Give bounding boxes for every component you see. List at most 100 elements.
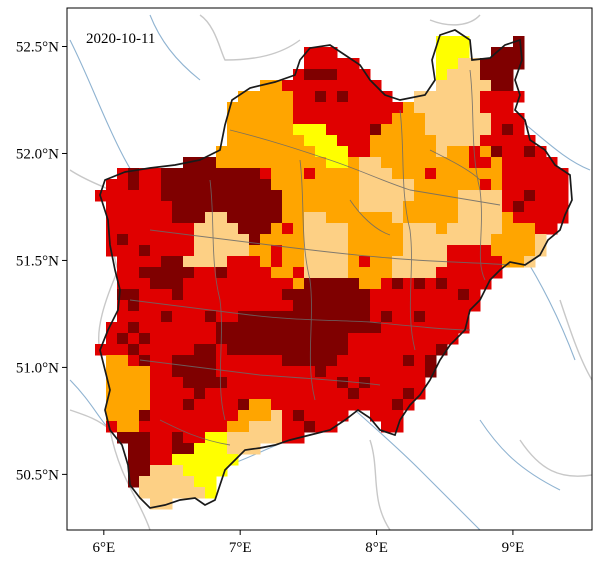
raster-cell [337, 91, 349, 103]
raster-cell [150, 454, 162, 466]
raster-cell [139, 234, 151, 246]
raster-cell [227, 102, 239, 114]
raster-cell [513, 256, 525, 268]
raster-cell [348, 234, 360, 246]
raster-cell [414, 146, 426, 158]
raster-cell [326, 80, 338, 92]
raster-cell [304, 311, 316, 323]
raster-cell [282, 300, 294, 312]
raster-cell [271, 135, 283, 147]
raster-cell [216, 234, 228, 246]
raster-cell [293, 410, 305, 422]
raster-cell [139, 388, 151, 400]
raster-cell [425, 168, 437, 180]
raster-cell [128, 410, 140, 422]
raster-cell [447, 289, 459, 301]
raster-cell [205, 212, 217, 224]
raster-cell [425, 300, 437, 312]
raster-cell [139, 289, 151, 301]
raster-cell [216, 333, 228, 345]
raster-cell [205, 421, 217, 433]
raster-cell [315, 124, 327, 136]
raster-cell [161, 245, 173, 257]
raster-cell [238, 399, 250, 411]
raster-cell [282, 278, 294, 290]
raster-cell [469, 113, 481, 125]
raster-cell [260, 245, 272, 257]
raster-cell [117, 333, 129, 345]
raster-cell [216, 223, 228, 235]
raster-cell [348, 300, 360, 312]
raster-cell [139, 443, 151, 455]
raster-cell [469, 69, 481, 81]
raster-cell [238, 212, 250, 224]
raster-cell [139, 278, 151, 290]
raster-cell [128, 355, 140, 367]
raster-cell [348, 113, 360, 125]
raster-cell [502, 135, 514, 147]
raster-cell [194, 234, 206, 246]
raster-cell [282, 377, 294, 389]
raster-cell [447, 146, 459, 158]
raster-cell [326, 322, 338, 334]
raster-cell [304, 267, 316, 279]
raster-cell [293, 135, 305, 147]
raster-cell [557, 201, 569, 213]
raster-cell [216, 355, 228, 367]
raster-cell [282, 124, 294, 136]
raster-cell [183, 388, 195, 400]
y-tick-label: 51.5°N [16, 253, 59, 269]
raster-cell [249, 366, 261, 378]
raster-cell [425, 355, 437, 367]
raster-cell [150, 443, 162, 455]
raster-cell [161, 399, 173, 411]
raster-cell [194, 190, 206, 202]
raster-cell [469, 124, 481, 136]
raster-cell [326, 399, 338, 411]
raster-cell [403, 146, 415, 158]
raster-cell [260, 135, 272, 147]
raster-cell [381, 388, 393, 400]
raster-cell [535, 201, 547, 213]
raster-cell [260, 333, 272, 345]
raster-cell [535, 168, 547, 180]
raster-cell [436, 36, 448, 48]
raster-cell [183, 344, 195, 356]
raster-cell [227, 344, 239, 356]
raster-cell [370, 366, 382, 378]
raster-cell [447, 322, 459, 334]
raster-cell [513, 234, 525, 246]
raster-cell [359, 322, 371, 334]
raster-cell [315, 311, 327, 323]
raster-cell [414, 300, 426, 312]
raster-cell [502, 234, 514, 246]
raster-cell [458, 157, 470, 169]
raster-cell [447, 267, 459, 279]
raster-cell [227, 146, 239, 158]
raster-cell [381, 421, 393, 433]
raster-cell [381, 344, 393, 356]
raster-cell [139, 344, 151, 356]
raster-cell [282, 91, 294, 103]
raster-cell [216, 212, 228, 224]
raster-cell [359, 234, 371, 246]
raster-cell [194, 267, 206, 279]
raster-cell [161, 179, 173, 191]
raster-cell [447, 102, 459, 114]
raster-cell [161, 476, 173, 488]
raster-cell [128, 300, 140, 312]
raster-cell [194, 344, 206, 356]
raster-cell [249, 289, 261, 301]
raster-cell [161, 421, 173, 433]
raster-cell [469, 190, 481, 202]
raster-cell [381, 113, 393, 125]
raster-cell [161, 388, 173, 400]
raster-cell [326, 69, 338, 81]
raster-cell [216, 443, 228, 455]
raster-cell [271, 245, 283, 257]
map-frame [66, 7, 593, 531]
raster-cell [128, 179, 140, 191]
raster-cell [293, 399, 305, 411]
raster-cell [513, 201, 525, 213]
raster-cell [403, 333, 415, 345]
